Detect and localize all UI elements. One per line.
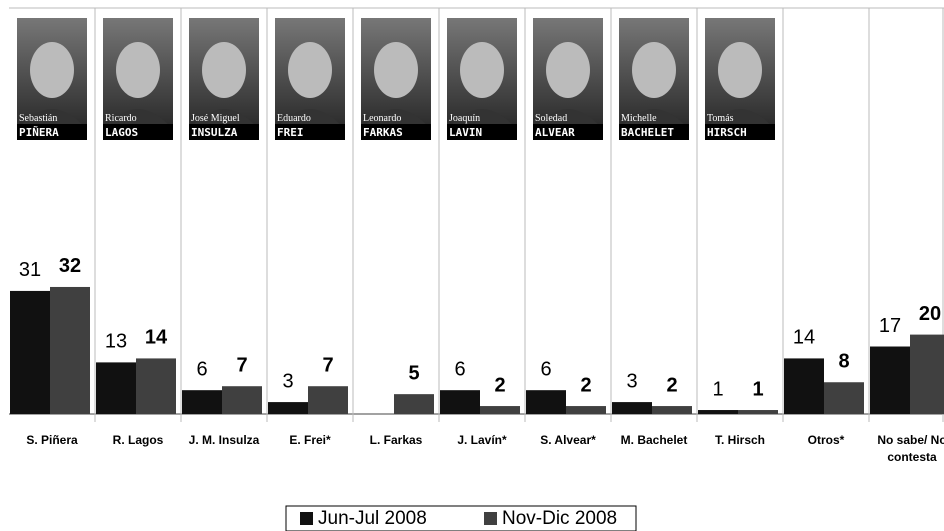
bar (566, 406, 606, 414)
legend-swatch (300, 512, 313, 525)
photo-first-name: Tomás (707, 113, 734, 124)
bar (10, 290, 50, 414)
legend-label: Jun-Jul 2008 (318, 508, 427, 529)
photo-first-name: Soledad (535, 113, 567, 124)
bar (308, 386, 348, 414)
photo-last-name: INSULZA (191, 126, 238, 139)
caption-band (619, 124, 689, 140)
value-label: 6 (540, 358, 551, 380)
photo-last-name: LAVIN (449, 126, 482, 139)
x-tick-label: L. Farkas (369, 433, 423, 447)
value-label: 14 (145, 327, 168, 349)
value-label: 7 (236, 354, 247, 376)
value-label: 2 (666, 374, 677, 396)
photo-face (288, 42, 332, 98)
photo-face (374, 42, 418, 98)
photo-last-name: BACHELET (621, 126, 674, 139)
photo-first-name: Eduardo (277, 113, 311, 124)
x-tick-label: S. Alvear* (540, 433, 596, 447)
x-tick-label: R. Lagos (112, 433, 164, 447)
value-label: 7 (322, 354, 333, 376)
bar (50, 286, 90, 414)
value-label: 20 (919, 303, 941, 325)
photo-last-name: LAGOS (105, 126, 138, 139)
caption-band (189, 124, 259, 140)
photo-face (632, 42, 676, 98)
value-label: 3 (282, 370, 293, 392)
bar (268, 402, 308, 414)
value-label: 32 (59, 255, 81, 277)
photo-face (202, 42, 246, 98)
bar (136, 358, 176, 414)
photo-face (30, 42, 74, 98)
photo-first-name: Sebastián (19, 113, 57, 124)
value-label: 6 (196, 358, 207, 380)
value-label: 31 (19, 259, 41, 281)
bar (440, 390, 480, 414)
bar (394, 394, 434, 414)
x-tick-label: T. Hirsch (714, 433, 765, 447)
value-label: 2 (580, 374, 591, 396)
value-label: 2 (494, 374, 505, 396)
bar (824, 382, 864, 414)
bar (182, 390, 222, 414)
bar (526, 390, 566, 414)
x-tick-label: J. M. Insulza (188, 433, 260, 447)
photo-first-name: Michelle (621, 113, 657, 124)
x-tick-label: Otros* (807, 433, 845, 447)
bar (480, 406, 520, 414)
caption-band (705, 124, 775, 140)
caption-band (17, 124, 87, 140)
legend-box (285, 505, 637, 531)
photo-first-name: Joaquín (449, 113, 480, 124)
caption-band (533, 124, 603, 140)
photo-last-name: PIÑERA (19, 126, 59, 139)
bar (784, 358, 824, 414)
caption-band (361, 124, 431, 140)
bar (96, 362, 136, 414)
value-label: 1 (752, 378, 763, 400)
value-label: 5 (408, 362, 419, 384)
value-label: 6 (454, 358, 465, 380)
bar (698, 410, 738, 414)
photo-first-name: Ricardo (105, 113, 137, 124)
x-tick-label: S. Piñera (26, 433, 78, 447)
bar (612, 402, 652, 414)
x-tick-label: M. Bachelet (620, 433, 688, 447)
photo-last-name: FARKAS (363, 126, 403, 139)
photo-last-name: HIRSCH (707, 126, 747, 139)
photo-face (460, 42, 504, 98)
photo-first-name: Leonardo (363, 113, 401, 124)
value-label: 17 (879, 315, 901, 337)
value-label: 13 (105, 331, 127, 353)
photo-face (116, 42, 160, 98)
legend-swatch (484, 512, 497, 525)
photo-face (546, 42, 590, 98)
value-label: 1 (712, 378, 723, 400)
bar (910, 334, 944, 414)
photo-last-name: ALVEAR (535, 126, 575, 139)
x-tick-label: J. Lavín* (457, 433, 507, 447)
bar (222, 386, 262, 414)
caption-band (275, 124, 345, 140)
bar (738, 410, 778, 414)
x-tick-label: E. Frei* (289, 433, 331, 447)
legend-label: Nov-Dic 2008 (502, 508, 617, 529)
x-tick-label: No sabe/ No contesta (877, 433, 944, 464)
value-label: 8 (838, 351, 849, 373)
value-label: 14 (793, 327, 815, 349)
caption-band (447, 124, 517, 140)
photo-last-name: FREI (277, 126, 304, 139)
photo-face (718, 42, 762, 98)
bar (870, 346, 910, 414)
photo-first-name: José Miguel (191, 113, 240, 124)
bar (652, 406, 692, 414)
caption-band (103, 124, 173, 140)
value-label: 3 (626, 370, 637, 392)
